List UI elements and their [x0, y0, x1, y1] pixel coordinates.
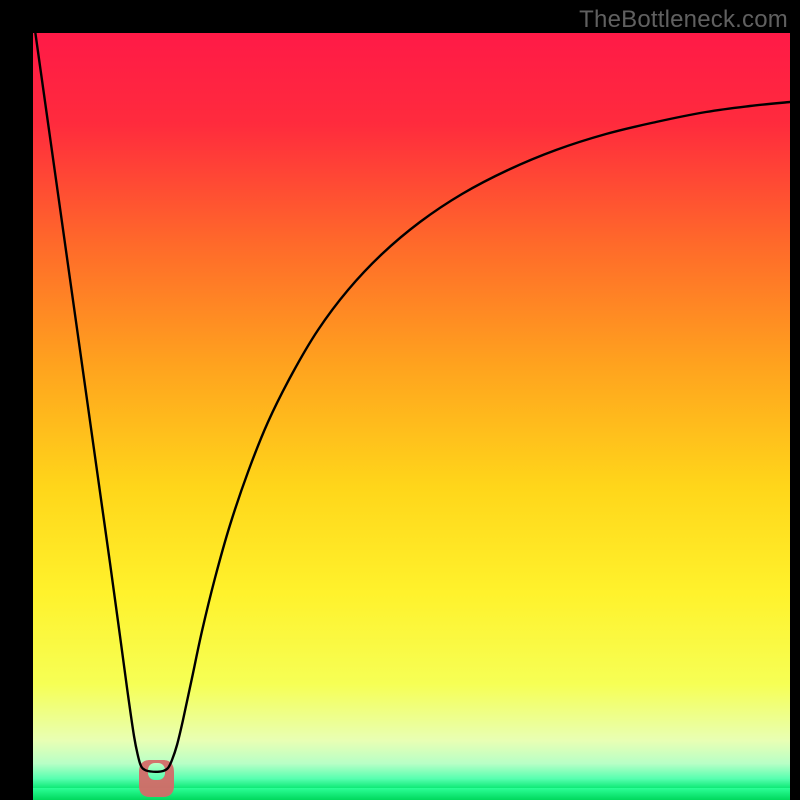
gradient-background: [33, 33, 790, 790]
chart-svg: [0, 0, 800, 800]
bottleneck-chart: TheBottleneck.com: [0, 0, 800, 800]
watermark-text: TheBottleneck.com: [579, 6, 788, 34]
